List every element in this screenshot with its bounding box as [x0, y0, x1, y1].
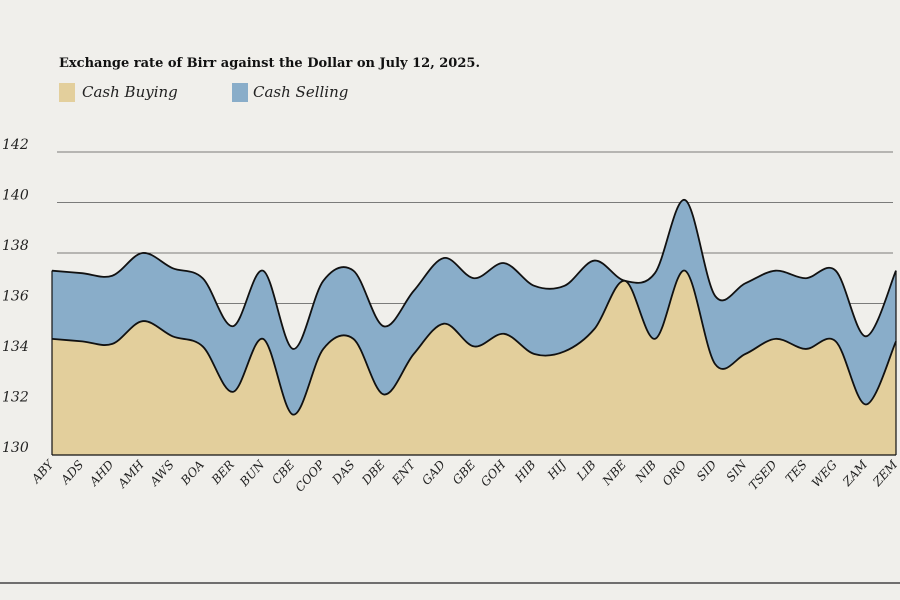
legend-label-cash-selling: Cash Selling: [253, 83, 348, 101]
x-tick-label: DBE: [359, 457, 388, 488]
x-tick-label: BUN: [236, 457, 267, 489]
x-tick-label: ADS: [58, 458, 87, 488]
x-tick-label: BER: [208, 458, 237, 488]
line-cash-buying: [51, 269, 897, 416]
legend-swatch-cash-selling: [232, 83, 248, 102]
x-tick-label: GBE: [450, 457, 479, 487]
x-tick-label: HIB: [511, 458, 538, 486]
x-tick-label: HIJ: [544, 457, 569, 483]
chart-title: Exchange rate of Birr against the Dollar…: [59, 56, 480, 71]
x-tick-label: CBE: [269, 457, 297, 486]
x-tick-label: ORO: [660, 458, 690, 489]
x-tick-label: GAD: [419, 457, 448, 487]
y-tick-label: 140: [2, 188, 29, 204]
y-tick-label: 130: [2, 440, 29, 456]
x-tick-label: SIN: [723, 457, 749, 484]
x-tick-label: NIB: [632, 458, 659, 486]
x-tick-label: GOH: [478, 457, 509, 489]
x-tick-label: ABY: [28, 457, 57, 487]
y-tick-label: 132: [2, 390, 29, 406]
plot-area: [51, 199, 897, 456]
y-tick-label: 142: [2, 137, 29, 153]
y-tick-label: 138: [2, 238, 29, 254]
x-tick-label: TES: [783, 458, 810, 486]
x-tick-label: TSED: [746, 457, 780, 492]
x-tick-label: SID: [694, 457, 720, 483]
x-tick-label: NBE: [599, 457, 629, 488]
y-tick-label: 136: [2, 289, 29, 305]
y-axis: 130 132 134 136 138 140 142: [2, 137, 29, 456]
x-tick-label: DAS: [329, 458, 358, 488]
x-tick-label: AHD: [86, 457, 117, 489]
legend-swatch-cash-buying: [59, 83, 75, 102]
x-tick-label: WEG: [809, 457, 840, 489]
x-tick-label: BOA: [177, 457, 207, 488]
x-tick-label: LIB: [573, 458, 599, 484]
x-tick-label: ENT: [389, 457, 419, 488]
area-cash-buying: [52, 270, 896, 455]
y-tick-label: 134: [2, 339, 29, 355]
x-tick-label: AWS: [147, 458, 177, 489]
x-tick-label: COOP: [292, 457, 328, 495]
x-tick-label: ZEM: [869, 457, 900, 489]
line-cash-selling: [51, 199, 897, 350]
legend-label-cash-buying: Cash Buying: [82, 83, 178, 101]
x-tick-label: ZAM: [839, 457, 870, 489]
x-tick-label: AMH: [115, 457, 147, 491]
